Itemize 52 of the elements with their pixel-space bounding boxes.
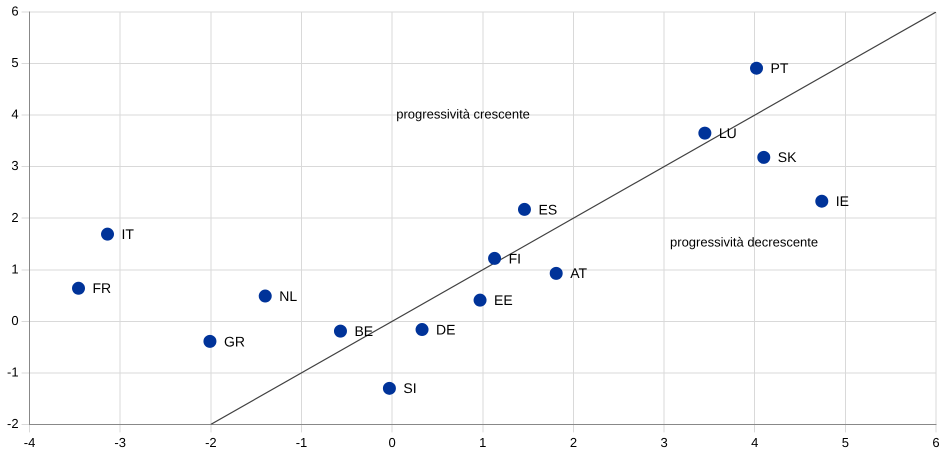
annotation: FI bbox=[508, 250, 522, 266]
y-tick-label: 5 bbox=[11, 55, 19, 70]
point bbox=[550, 266, 563, 280]
x-tick-label: 3 bbox=[660, 434, 668, 450]
point bbox=[416, 323, 429, 336]
y-tick-label: -1 bbox=[6, 364, 19, 380]
point bbox=[474, 294, 487, 307]
y-tick-label: 3 bbox=[11, 158, 19, 174]
point bbox=[72, 282, 86, 295]
y-tick-label: 4 bbox=[11, 106, 19, 122]
annotation: IE bbox=[836, 193, 850, 210]
point bbox=[101, 228, 114, 241]
x-tick-label: -4 bbox=[24, 434, 36, 450]
annotation: DE bbox=[436, 321, 456, 338]
point bbox=[488, 252, 502, 265]
annotation: ES bbox=[538, 201, 558, 218]
x-tick-label: -1 bbox=[296, 434, 308, 450]
annotation: LU bbox=[718, 125, 737, 141]
point bbox=[518, 202, 531, 216]
annotation: BE bbox=[354, 322, 374, 339]
x-tick-label: 4 bbox=[751, 434, 758, 450]
annotation: SK bbox=[778, 149, 798, 166]
annotation: IT bbox=[122, 226, 134, 242]
x-tick-label: 0 bbox=[388, 434, 396, 450]
annotation: AT bbox=[570, 265, 588, 282]
annotation: SI bbox=[403, 380, 417, 396]
annotation: EE bbox=[494, 292, 513, 308]
x-tick-label: -3 bbox=[114, 434, 126, 450]
y-tick-label: 1 bbox=[11, 261, 19, 276]
point bbox=[757, 150, 770, 164]
annotation: PT bbox=[770, 60, 789, 76]
point bbox=[203, 334, 216, 348]
point bbox=[698, 126, 712, 140]
point bbox=[815, 194, 828, 208]
x-tick-label: -2 bbox=[205, 434, 217, 450]
y-tick-label: 2 bbox=[11, 210, 19, 225]
annotation: GR bbox=[224, 333, 245, 350]
y-tick-label: -2 bbox=[6, 416, 19, 431]
point bbox=[258, 290, 272, 303]
annotation: progressività crescente bbox=[396, 106, 530, 122]
annotation: progressività decrescente bbox=[670, 234, 818, 250]
x-tick-label: 1 bbox=[479, 434, 486, 450]
point bbox=[382, 382, 396, 395]
point bbox=[750, 62, 764, 75]
annotation: FR bbox=[92, 280, 112, 296]
x-tick-label: 6 bbox=[932, 434, 940, 450]
x-tick-label: 5 bbox=[842, 434, 849, 450]
annotation: NL bbox=[279, 288, 298, 304]
x-tick-label: 2 bbox=[570, 434, 578, 450]
point bbox=[334, 324, 347, 338]
y-tick-label: 6 bbox=[11, 4, 19, 19]
y-tick-label: 0 bbox=[11, 312, 19, 328]
